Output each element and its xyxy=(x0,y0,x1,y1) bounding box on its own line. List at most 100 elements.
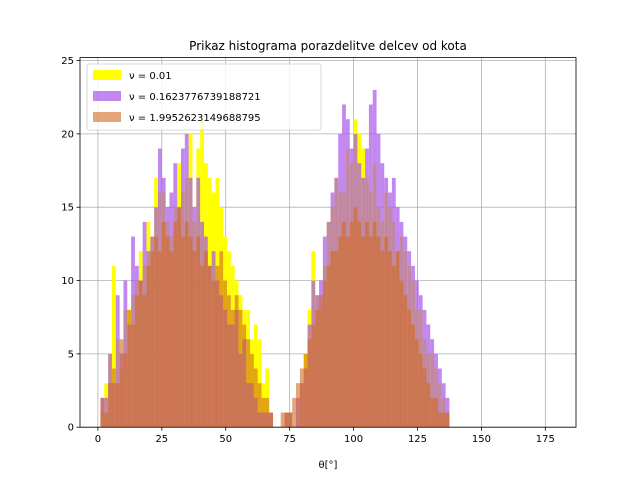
histogram-bar-series-3 xyxy=(384,236,389,428)
histogram-bar-series-1 xyxy=(111,265,116,428)
chart-title: Prikaz histograma porazdelitve delcev od… xyxy=(189,39,467,53)
histogram-bar-series-3 xyxy=(365,221,369,428)
histogram-bar-series-3 xyxy=(437,412,442,428)
histogram-bar-series-3 xyxy=(434,397,438,428)
histogram-bar-series-3 xyxy=(230,309,235,428)
y-tick-label: 20 xyxy=(61,129,74,140)
histogram-bar-series-3 xyxy=(250,353,254,428)
histogram-bar-series-3 xyxy=(315,309,320,428)
x-tick-label: 125 xyxy=(408,434,427,445)
histogram-bar-series-3 xyxy=(161,221,166,428)
histogram-bar-series-3 xyxy=(215,265,220,428)
histogram-bar-series-3 xyxy=(173,221,178,428)
histogram-bar-series-3 xyxy=(292,397,297,428)
histogram-bar-series-3 xyxy=(192,251,197,428)
histogram-bar-series-3 xyxy=(391,265,396,428)
histogram-bar-series-3 xyxy=(134,295,139,428)
histogram-bar-series-3 xyxy=(338,236,343,428)
histogram-bar-series-3 xyxy=(146,265,151,428)
histogram-bar-series-3 xyxy=(388,251,392,428)
histogram-bar-series-3 xyxy=(349,221,354,428)
histogram-bar-series-3 xyxy=(296,383,300,428)
histogram-bar-series-3 xyxy=(418,353,423,428)
histogram-bar-series-3 xyxy=(426,383,431,428)
histogram-bar-series-3 xyxy=(422,368,427,428)
histogram-bar-series-3 xyxy=(288,412,293,428)
histogram-bar-series-3 xyxy=(196,236,201,428)
legend-label: ν = 0.1623776739188721 xyxy=(129,92,261,103)
histogram-bar-series-3 xyxy=(376,236,381,428)
histogram-bar-series-3 xyxy=(165,236,170,428)
histogram-bar-series-3 xyxy=(445,412,450,428)
histogram-bar-series-3 xyxy=(307,339,312,428)
histogram-bar-series-3 xyxy=(299,368,304,428)
histogram-bar-series-3 xyxy=(238,309,243,428)
histogram-bar-series-3 xyxy=(115,383,120,428)
histogram-bar-series-3 xyxy=(246,339,251,428)
histogram-bar-series-3 xyxy=(311,324,316,428)
histogram-bar-series-3 xyxy=(261,397,266,428)
histogram-bar-series-3 xyxy=(242,324,247,428)
histogram-bar-series-1 xyxy=(265,368,270,428)
x-tick-label: 50 xyxy=(219,434,232,445)
histogram-bar-series-3 xyxy=(234,295,239,428)
histogram-bar-series-2 xyxy=(434,353,438,428)
bars xyxy=(100,89,450,428)
histogram-bar-series-3 xyxy=(154,236,158,428)
histogram-bar-series-3 xyxy=(157,251,162,428)
histogram-bar-series-3 xyxy=(127,309,132,428)
x-axis-label: θ[°] xyxy=(319,460,338,471)
histogram-bar-series-3 xyxy=(257,383,262,428)
axis-ticks: 0 25 50 75 100 125 150 175 0 5 10 15 20 25 xyxy=(61,56,555,445)
y-tick-label: 10 xyxy=(61,276,74,287)
histogram-bar-series-3 xyxy=(334,251,339,428)
histogram-bar-series-3 xyxy=(131,324,135,428)
histogram-bar-series-3 xyxy=(150,251,155,428)
histogram-bar-series-3 xyxy=(372,221,377,428)
histogram-bar-series-3 xyxy=(200,265,204,428)
histogram-bar-series-3 xyxy=(368,236,373,428)
x-tick-label: 100 xyxy=(344,434,363,445)
histogram-bar-series-3 xyxy=(403,295,408,428)
histogram-bar-series-3 xyxy=(207,265,212,428)
histogram-bar-series-2 xyxy=(441,383,446,428)
histogram-bar-series-3 xyxy=(223,280,228,428)
histogram-bar-series-3 xyxy=(357,221,362,428)
histogram-bar-series-3 xyxy=(104,412,109,428)
histogram-bar-series-3 xyxy=(108,383,112,428)
histogram-bar-series-3 xyxy=(399,280,404,428)
histogram-bar-series-2 xyxy=(426,324,431,428)
histogram-bar-series-3 xyxy=(414,339,419,428)
histogram-bar-series-3 xyxy=(326,265,331,428)
histogram-bar-series-3 xyxy=(211,280,216,428)
histogram-bar-series-2 xyxy=(430,339,435,428)
histogram-bar-series-3 xyxy=(345,236,350,428)
y-tick-label: 5 xyxy=(68,349,74,360)
histogram-bar-series-3 xyxy=(411,324,415,428)
histogram-bar-series-3 xyxy=(188,236,193,428)
plot-frame xyxy=(79,57,577,428)
histogram-bar-series-3 xyxy=(227,295,231,428)
histogram-bar-series-3 xyxy=(441,412,446,428)
histogram-bar-series-3 xyxy=(322,280,327,428)
histogram-bar-series-3 xyxy=(380,251,385,428)
x-tick-label: 0 xyxy=(95,434,101,445)
histogram-bar-series-3 xyxy=(284,412,289,428)
x-tick-label: 25 xyxy=(155,434,168,445)
histogram-bar-series-3 xyxy=(330,251,335,428)
histogram-bar-series-3 xyxy=(138,280,143,428)
histogram-bar-series-3 xyxy=(184,221,189,428)
histogram-bar-series-3 xyxy=(123,353,128,428)
legend-swatch xyxy=(93,70,121,80)
histogram-bar-series-3 xyxy=(111,368,116,428)
histogram-bar-series-3 xyxy=(180,236,185,428)
histogram-bar-series-3 xyxy=(119,339,124,428)
histogram-bar-series-3 xyxy=(219,251,224,428)
histogram-bar-series-2 xyxy=(115,295,120,428)
histogram-bar-series-3 xyxy=(269,412,274,428)
x-tick-label: 175 xyxy=(536,434,555,445)
histogram-bar-series-2 xyxy=(437,368,442,428)
histogram-bar-series-3 xyxy=(303,353,308,428)
legend-label: ν = 1.9952623149688795 xyxy=(129,113,261,124)
